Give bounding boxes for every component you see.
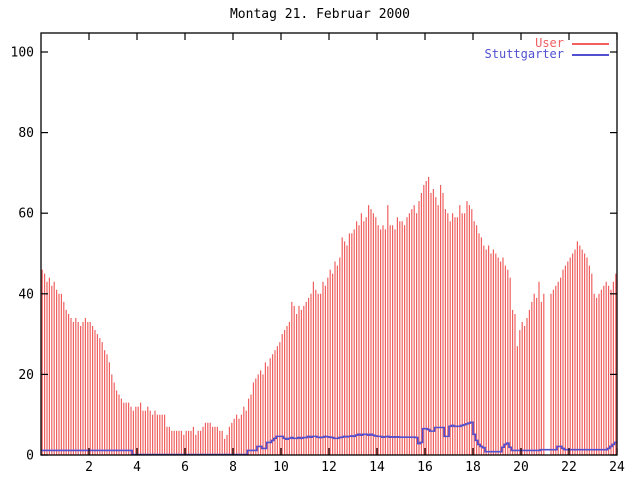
svg-text:60: 60: [18, 207, 34, 222]
svg-text:16: 16: [417, 460, 433, 475]
svg-text:0: 0: [26, 449, 34, 464]
svg-text:6: 6: [181, 460, 189, 475]
svg-text:100: 100: [11, 46, 34, 61]
svg-text:4: 4: [133, 460, 141, 475]
svg-text:22: 22: [561, 460, 577, 475]
svg-text:10: 10: [273, 460, 289, 475]
legend-row-stuttgarter: Stuttgarter: [484, 47, 609, 61]
legend-stuttgarter-label: Stuttgarter: [484, 47, 564, 61]
svg-text:18: 18: [465, 460, 481, 475]
svg-text:24: 24: [609, 460, 625, 475]
svg-text:2: 2: [85, 460, 93, 475]
legend-row-user: User: [485, 36, 609, 50]
svg-text:14: 14: [369, 460, 385, 475]
user-legend-line-icon: [572, 42, 609, 45]
stuttgarter-legend-line-icon: [572, 53, 609, 56]
plot-title: Montag 21. Februar 2000: [229, 7, 410, 22]
legend-user-label: User: [535, 36, 564, 50]
svg-text:20: 20: [18, 368, 34, 383]
svg-text:8: 8: [229, 460, 237, 475]
svg-text:20: 20: [513, 460, 529, 475]
legend: User Stuttgarter: [484, 36, 609, 61]
svg-text:40: 40: [18, 287, 34, 302]
svg-text:80: 80: [18, 126, 34, 141]
svg-text:12: 12: [321, 460, 337, 475]
